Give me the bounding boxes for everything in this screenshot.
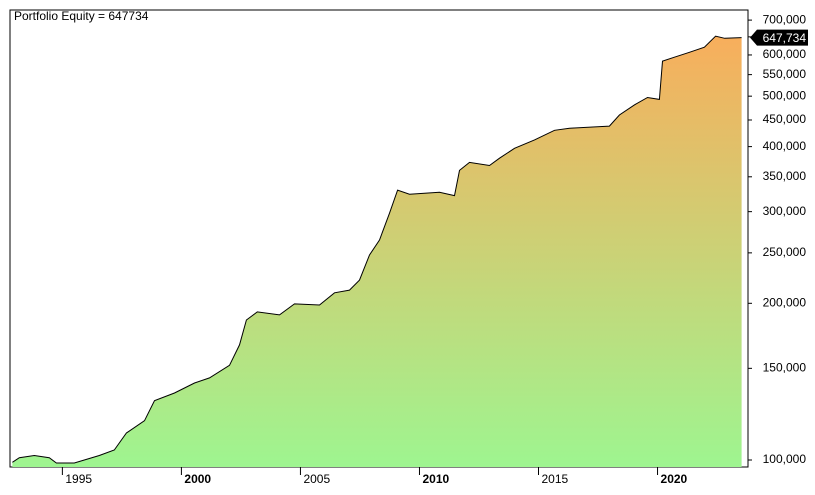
last-value-label: 647,734 (763, 31, 807, 45)
equity-line (12, 35, 742, 464)
y-tick-label: 400,000 (763, 139, 807, 153)
y-tick-label: 450,000 (763, 112, 807, 126)
x-tick-label: 1995 (65, 472, 92, 486)
y-tick-label: 250,000 (763, 245, 807, 259)
y-tick-label: 550,000 (763, 67, 807, 81)
chart-title: Portfolio Equity = 647734 (14, 9, 149, 23)
y-tick-label: 700,000 (763, 12, 807, 26)
x-tick-label: 2010 (422, 472, 449, 486)
y-tick-label: 350,000 (763, 169, 807, 183)
y-tick-label: 300,000 (763, 204, 807, 218)
y-tick-label: 600,000 (763, 47, 807, 61)
x-tick-label: 2015 (542, 472, 569, 486)
y-tick-label: 200,000 (763, 295, 807, 309)
y-tick-label: 100,000 (763, 452, 807, 466)
last-value-tag (750, 29, 808, 46)
x-tick-label: 2020 (661, 472, 688, 486)
y-tick-label: 500,000 (763, 88, 807, 102)
x-tick-label: 2000 (184, 472, 211, 486)
y-tick-label: 150,000 (763, 361, 807, 375)
equity-area (12, 36, 742, 467)
x-tick-label: 2005 (303, 472, 330, 486)
